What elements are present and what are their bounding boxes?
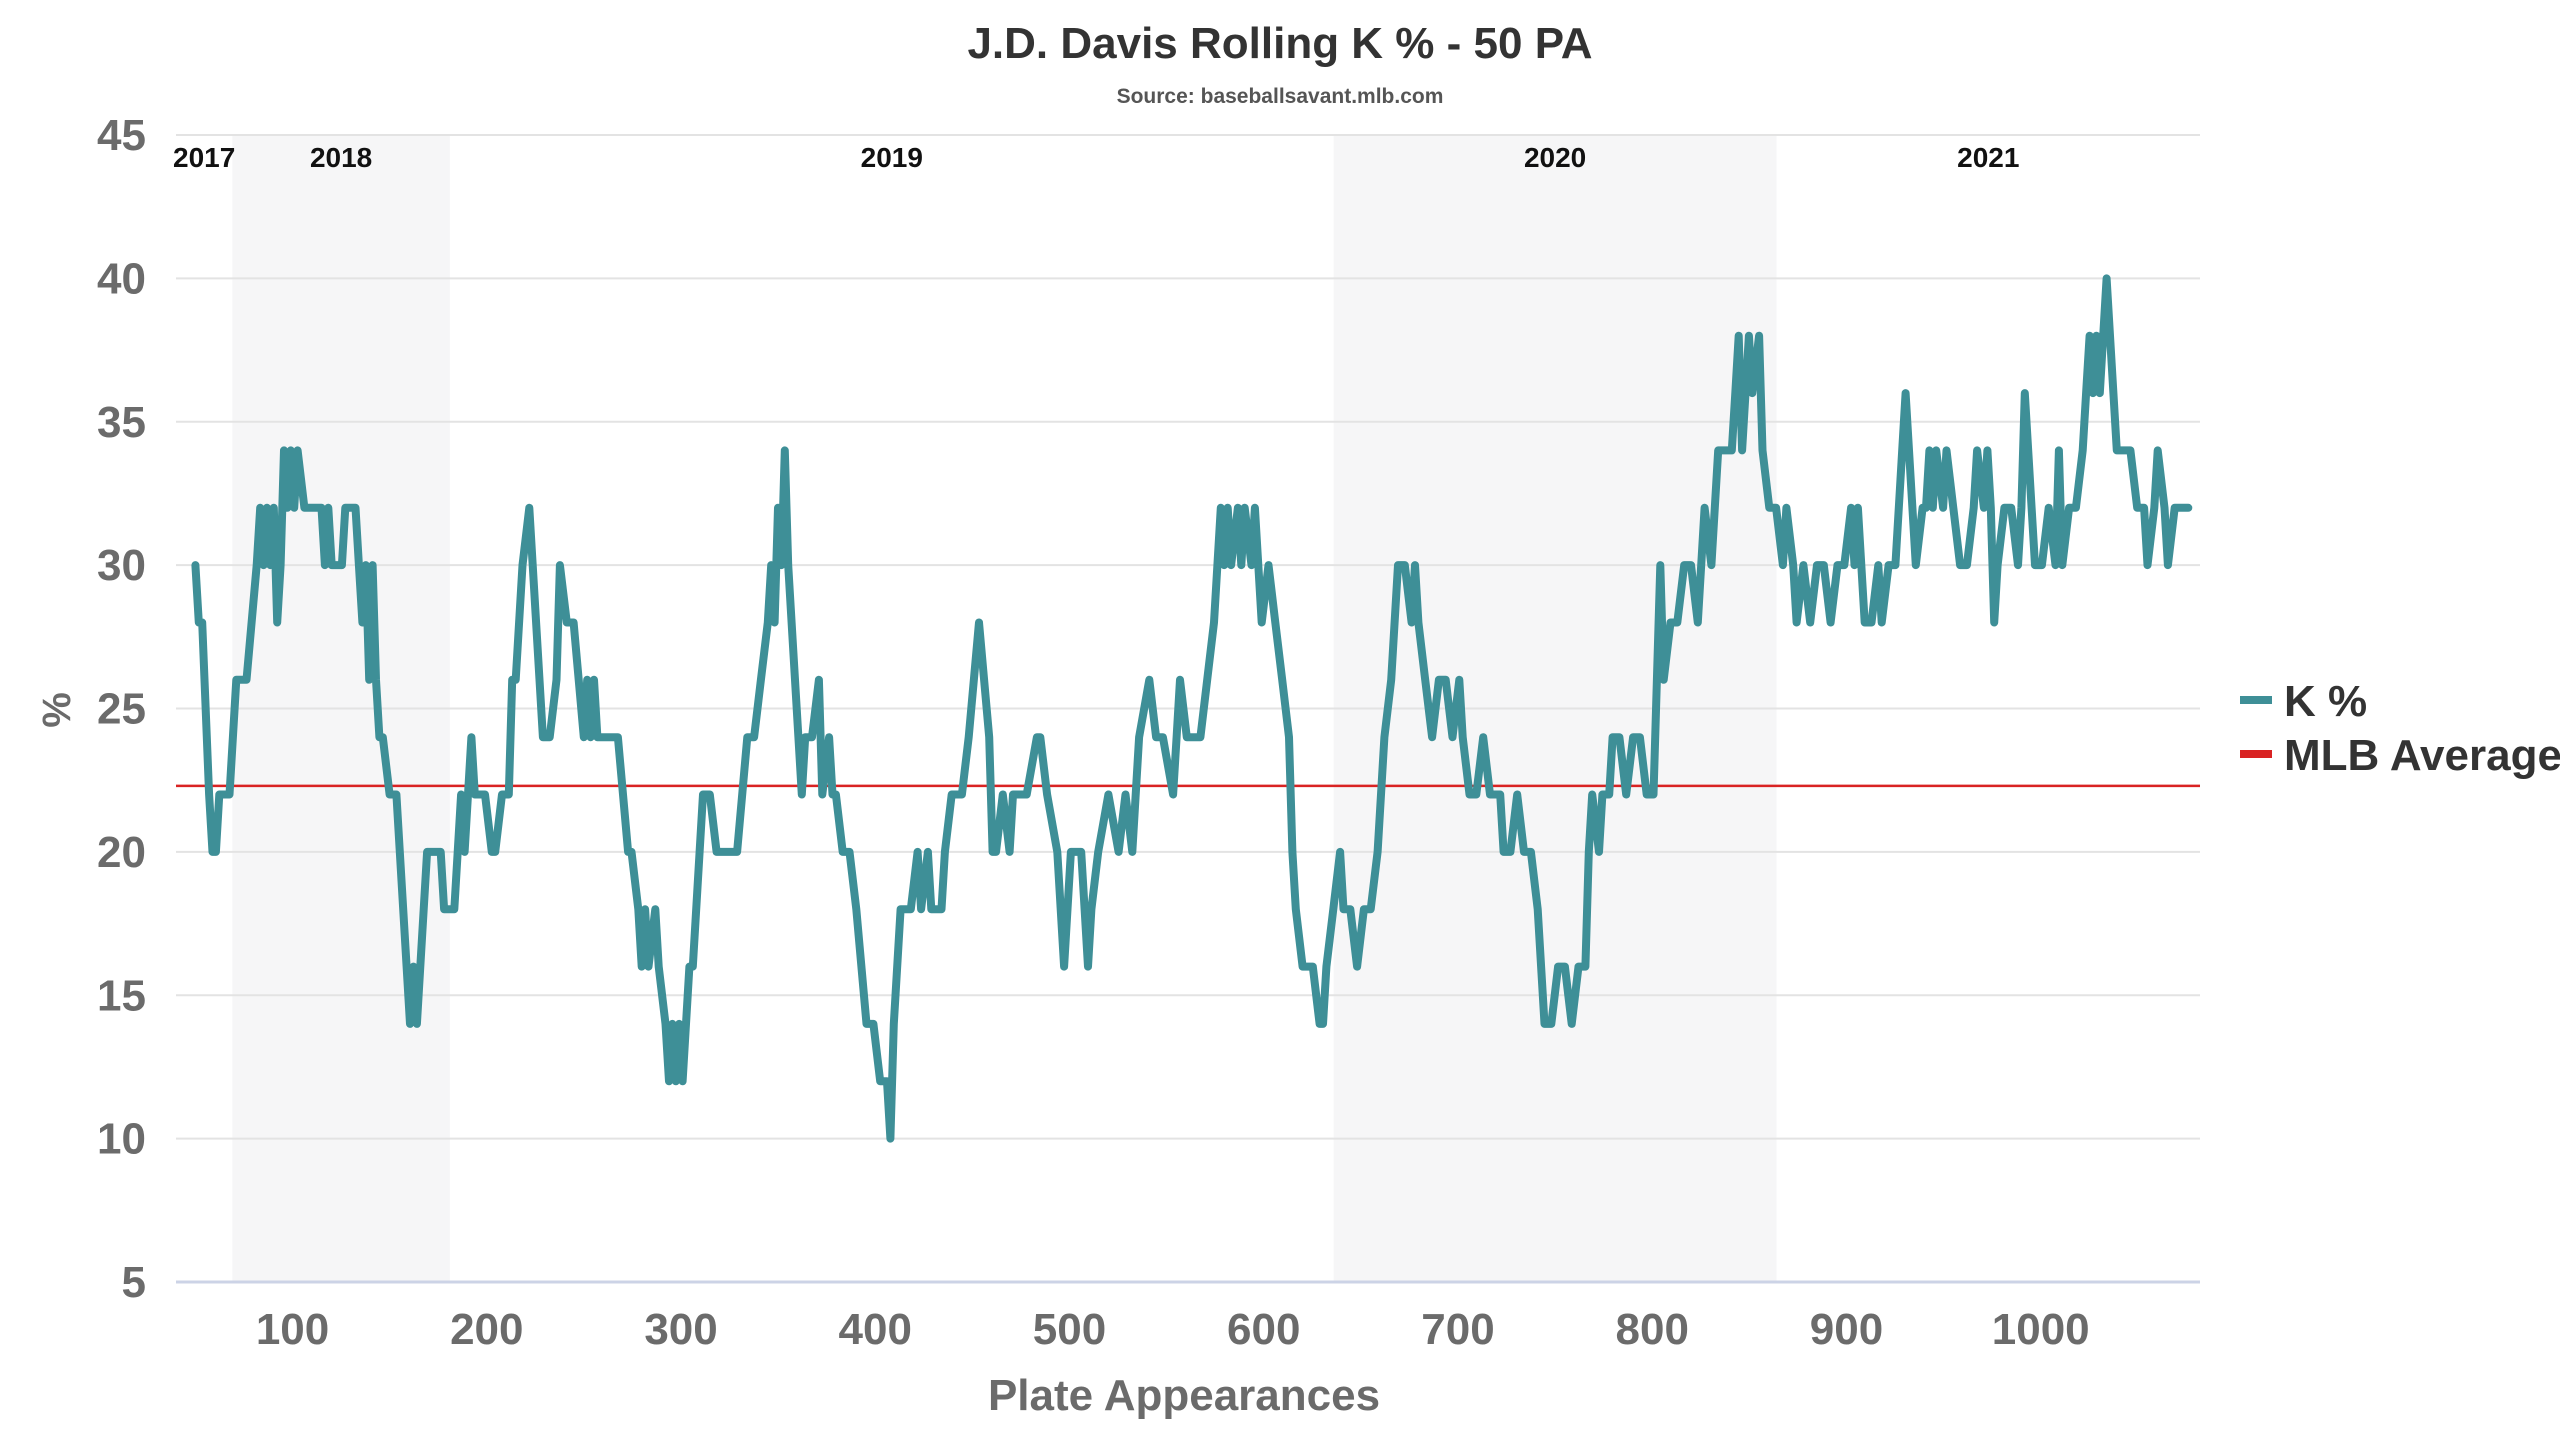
chart-title: J.D. Davis Rolling K % - 50 PA — [967, 19, 1592, 68]
y-tick-30: 30 — [97, 541, 146, 590]
season-label-2018: 2018 — [310, 142, 372, 173]
season-label-2017: 2017 — [173, 142, 235, 173]
x-tick-300: 300 — [644, 1305, 717, 1354]
y-tick-10: 10 — [97, 1115, 146, 1164]
x-tick-800: 800 — [1616, 1305, 1689, 1354]
legend-label-mlb-average: MLB Average — [2284, 731, 2560, 780]
x-tick-500: 500 — [1033, 1305, 1106, 1354]
chart-subtitle: Source: baseballsavant.mlb.com — [1117, 85, 1444, 108]
y-tick-20: 20 — [97, 828, 146, 877]
k-pct-series-line — [191, 274, 2193, 1143]
y-tick-45: 45 — [97, 111, 146, 160]
y-tick-40: 40 — [97, 254, 146, 303]
y-gridlines — [176, 134, 2200, 1283]
x-axis-title: Plate Appearances — [988, 1371, 1380, 1420]
y-tick-25: 25 — [97, 685, 146, 734]
y-axis-title: % — [35, 692, 79, 728]
legend-label-k-pct: K % — [2284, 677, 2367, 726]
y-tick-5: 5 — [122, 1258, 146, 1307]
season-label-2021: 2021 — [1957, 142, 2019, 173]
x-tick-700: 700 — [1421, 1305, 1494, 1354]
x-tick-100: 100 — [256, 1305, 329, 1354]
y-tick-35: 35 — [97, 398, 146, 447]
y-tick-labels: 5 10 15 20 25 30 35 40 45 — [97, 111, 146, 1307]
legend: K % MLB Average — [2240, 677, 2560, 780]
season-labels: 2017 2018 2019 2020 2021 — [173, 142, 2019, 173]
x-tick-labels: 100 200 300 400 500 600 700 800 900 1000 — [256, 1305, 2090, 1354]
season-label-2019: 2019 — [861, 142, 923, 173]
season-label-2020: 2020 — [1524, 142, 1586, 173]
x-tick-200: 200 — [450, 1305, 523, 1354]
x-tick-1000: 1000 — [1992, 1305, 2090, 1354]
x-tick-400: 400 — [839, 1305, 912, 1354]
x-tick-900: 900 — [1810, 1305, 1883, 1354]
x-tick-600: 600 — [1227, 1305, 1300, 1354]
y-tick-15: 15 — [97, 971, 146, 1020]
